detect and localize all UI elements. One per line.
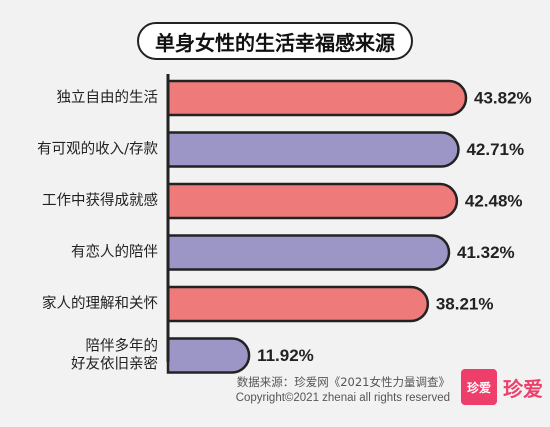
category-label-5-1: 好友依旧亲密 <box>71 356 158 373</box>
bar-2 <box>166 182 459 220</box>
value-label-0: 43.82% <box>474 89 532 108</box>
data-source-note: 数据来源：珍爱网《2021女性力量调查》 <box>236 375 450 389</box>
value-label-5: 11.92% <box>257 346 314 365</box>
bar-1 <box>166 131 460 168</box>
category-label-1: 有可观的收入/存款 <box>37 141 158 158</box>
chart-title-text: 单身女性的生活幸福感来源 <box>155 30 395 55</box>
category-label-4: 家人的理解和关怀 <box>42 295 158 312</box>
bar-4 <box>166 285 430 323</box>
chart-title: 单身女性的生活幸福感来源 <box>137 22 413 60</box>
value-label-2: 42.48% <box>465 192 523 211</box>
value-label-1: 42.71% <box>466 140 524 159</box>
brand-logo-text: 珍爱 <box>503 377 543 401</box>
category-label-0: 独立自由的生活 <box>57 89 159 106</box>
category-label-3: 有恋人的陪伴 <box>71 243 158 261</box>
bar-5 <box>166 337 251 374</box>
brand-logo-icon: 珍爱 <box>461 369 497 405</box>
bar-0 <box>166 79 468 117</box>
value-label-3: 41.32% <box>457 243 515 262</box>
bar-3 <box>166 234 451 271</box>
brand-logo-icon-text: 珍爱 <box>466 380 491 395</box>
copyright-note: Copyright©2021 zhenai all rights reserve… <box>235 392 450 404</box>
value-label-4: 38.21% <box>436 295 494 314</box>
category-label-2: 工作中获得成就感 <box>42 192 158 209</box>
category-label-5-0: 陪伴多年的 <box>86 338 159 355</box>
